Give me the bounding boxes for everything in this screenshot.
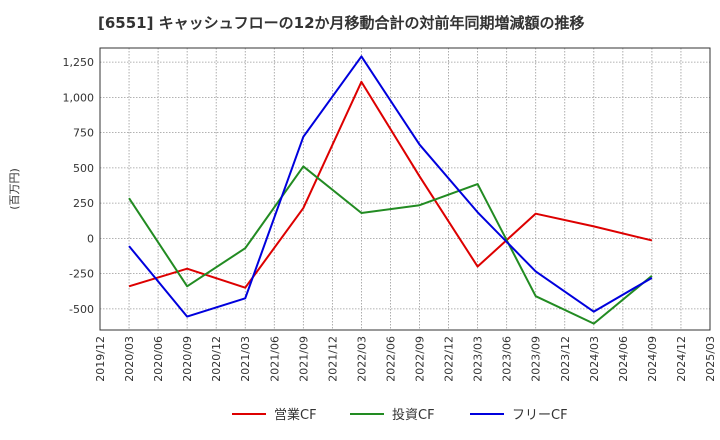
x-tick-label: 2023/09 <box>530 336 543 382</box>
x-tick-label: 2023/06 <box>501 336 514 382</box>
plot-area <box>100 48 710 330</box>
x-tick-label: 2021/06 <box>268 336 281 382</box>
x-tick-label: 2024/06 <box>617 336 630 382</box>
x-tick-label: 2020/06 <box>152 336 165 382</box>
x-tick-label: 2025/03 <box>704 336 717 382</box>
y-tick-label: 1,250 <box>63 56 95 69</box>
y-tick-label: 750 <box>73 127 94 140</box>
y-axis-label: (百万円) <box>8 168 21 210</box>
y-tick-label: 500 <box>73 162 94 175</box>
y-tick-label: -500 <box>69 303 94 316</box>
y-tick-label: 1,000 <box>63 91 95 104</box>
legend-label-3: フリーCF <box>512 408 568 423</box>
y-tick-label: 0 <box>87 232 94 245</box>
legend-label-1: 営業CF <box>274 407 317 423</box>
y-tick-label: 250 <box>73 197 94 210</box>
x-tick-label: 2020/09 <box>181 336 194 382</box>
chart-title: [6551] キャッシュフローの12か月移動合計の対前年同期増減額の推移 <box>98 14 585 32</box>
x-tick-label: 2024/03 <box>588 336 601 382</box>
x-tick-label: 2022/03 <box>355 336 368 382</box>
x-tick-label: 2021/03 <box>239 336 252 382</box>
x-tick-label: 2019/12 <box>94 336 107 382</box>
x-tick-label: 2023/12 <box>559 336 572 382</box>
x-tick-label: 2020/12 <box>210 336 223 382</box>
series-line-2 <box>128 165 653 325</box>
legend-label-2: 投資CF <box>392 407 435 423</box>
x-tick-label: 2020/03 <box>123 336 136 382</box>
x-tick-label: 2023/03 <box>472 336 485 382</box>
x-tick-label: 2022/12 <box>443 336 456 382</box>
y-tick-label: -250 <box>69 268 94 281</box>
plot-border <box>99 47 711 331</box>
x-tick-label: 2024/12 <box>675 336 688 382</box>
x-tick-label: 2022/06 <box>384 336 397 382</box>
x-tick-label: 2021/12 <box>326 336 339 382</box>
x-tick-label: 2022/09 <box>414 336 427 382</box>
x-tick-label: 2021/09 <box>297 336 310 382</box>
series-line-3 <box>128 55 653 318</box>
x-tick-label: 2024/09 <box>646 336 659 382</box>
series-line-1 <box>128 80 653 289</box>
